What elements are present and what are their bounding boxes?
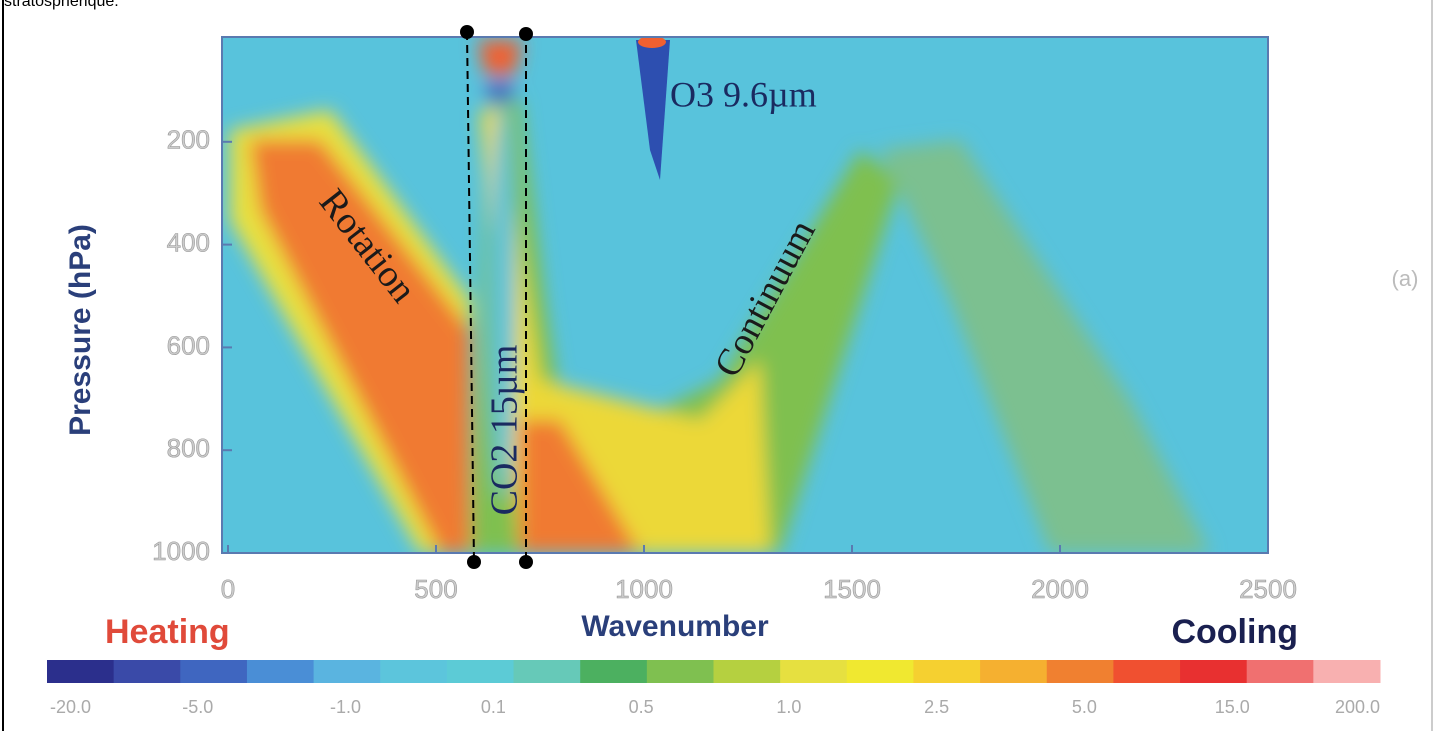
colorbar-segment	[846, 660, 914, 683]
x-tick-label: 2500	[1239, 574, 1297, 604]
colorbar-segment	[913, 660, 981, 683]
colorbar-label: 5.0	[1072, 697, 1097, 717]
colorbar-label: 1.0	[776, 697, 801, 717]
colorbar-segment	[446, 660, 515, 683]
colorbar-label: -20.0	[50, 697, 91, 717]
colorbar-label: 2.5	[924, 697, 949, 717]
x-tick-label: 2000	[1031, 574, 1089, 604]
colorbar-label: 0.1	[481, 697, 506, 717]
corner-dot	[467, 555, 481, 569]
x-tick-label: 500	[414, 574, 457, 604]
field-region	[491, 100, 515, 500]
y-tick-label: 600	[167, 330, 210, 360]
colorbar-segment	[313, 660, 381, 683]
colorbar-label: 0.5	[629, 697, 654, 717]
field-region	[486, 80, 514, 104]
field-region	[880, 140, 1210, 553]
corner-dot	[460, 25, 474, 39]
header-text: stratosphérique.	[4, 0, 119, 10]
colorbar-label: 200.0	[1335, 697, 1380, 717]
colorbar-segment	[113, 660, 181, 683]
y-axis-label: Pressure (hPa)	[64, 224, 97, 436]
field-region	[636, 40, 670, 180]
colorbar-segment	[646, 660, 714, 683]
corner-dot	[519, 555, 533, 569]
x-tick-label: 0	[221, 574, 235, 604]
field-region	[638, 37, 666, 48]
colorbar-label: 15.0	[1215, 697, 1250, 717]
corner-dot	[519, 27, 533, 41]
colorbar-segment	[1246, 660, 1314, 683]
panel-label: (a)	[1392, 266, 1419, 291]
colorbar-segment	[380, 660, 448, 683]
colorbar-label: -5.0	[182, 697, 213, 717]
field-region	[478, 40, 522, 75]
colorbar-segment	[246, 660, 315, 683]
colorbar-segment	[1113, 660, 1181, 683]
x-axis-label: Wavenumber	[581, 610, 769, 643]
colorbar-segment	[580, 660, 648, 683]
dashed-line	[466, 31, 527, 563]
colorbar-segment	[713, 660, 781, 683]
y-tick-label: 200	[167, 125, 210, 155]
y-tick-label: 800	[167, 433, 210, 463]
colorbar-label: -1.0	[330, 697, 361, 717]
x-tick-label: 1000	[615, 574, 673, 604]
colorbar-left-label: Heating	[105, 613, 230, 651]
x-tick-label: 1500	[823, 574, 881, 604]
field-region	[520, 420, 640, 553]
colorbar-segment	[47, 660, 115, 683]
annotation: CO2 15µm	[484, 345, 526, 516]
annotation: O3 9.6µm	[670, 74, 817, 114]
field-region	[250, 140, 470, 553]
colorbar-segment	[513, 660, 581, 683]
y-tick-label: 400	[167, 227, 210, 257]
plot-frame	[221, 36, 1269, 554]
colorbar-segment	[780, 660, 848, 683]
y-tick-label: 1000	[152, 536, 210, 566]
colorbar-segment	[980, 660, 1048, 683]
contour-field	[222, 37, 1268, 553]
colorbar-segment	[1313, 660, 1381, 683]
colorbar-segment	[1046, 660, 1114, 683]
colorbar-segment	[1180, 660, 1248, 683]
selection-box	[460, 25, 533, 569]
colorbar-segment	[180, 660, 248, 683]
colorbar-right-label: Cooling	[1171, 613, 1298, 651]
